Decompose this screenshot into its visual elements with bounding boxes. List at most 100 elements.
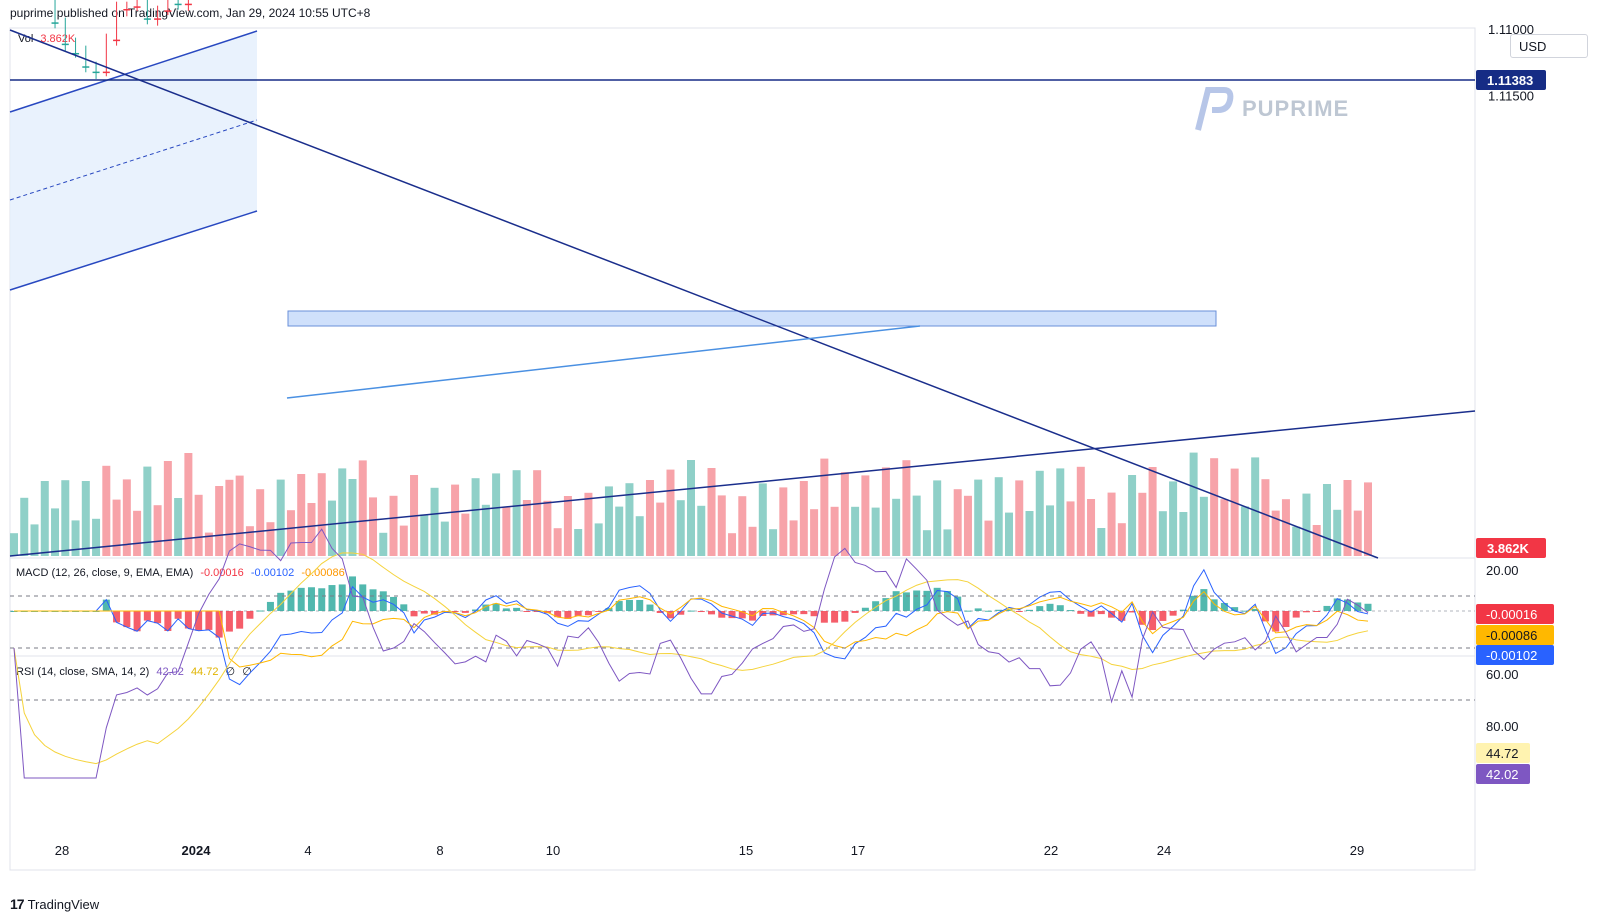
candle-body bbox=[174, 3, 182, 6]
volume-bar bbox=[379, 532, 388, 556]
volume-bar bbox=[543, 500, 552, 556]
time-tick: 24 bbox=[1157, 843, 1171, 858]
volume-bar bbox=[984, 520, 993, 556]
macd-hist-bar bbox=[666, 611, 674, 619]
candle-body bbox=[123, 8, 131, 11]
macd-hist-bar bbox=[625, 599, 633, 611]
rsi-legend-value-1: 42.02 bbox=[156, 666, 184, 678]
volume-bar bbox=[1035, 470, 1044, 556]
volume-bar bbox=[522, 500, 531, 556]
volume-bar bbox=[594, 523, 603, 556]
macd-hist-bar bbox=[923, 590, 931, 611]
volume-bar bbox=[1292, 526, 1301, 556]
volume-bar bbox=[1271, 510, 1280, 556]
volume-bar bbox=[912, 495, 921, 556]
macd-hist-bar bbox=[338, 584, 346, 611]
macd-hist-bar bbox=[841, 611, 849, 622]
macd-hist-bar bbox=[1056, 605, 1064, 611]
volume-bar bbox=[1364, 482, 1372, 556]
time-tick: 4 bbox=[304, 843, 311, 858]
macd-hist-bar bbox=[123, 611, 131, 628]
volume-bar bbox=[553, 528, 562, 556]
macd-hist-bar bbox=[943, 590, 951, 611]
macd-hist-bar bbox=[297, 587, 305, 611]
macd-hist-bar bbox=[379, 591, 387, 611]
macd-hist-bar bbox=[133, 611, 141, 632]
volume-bar bbox=[830, 506, 839, 556]
volume-bar bbox=[933, 480, 942, 556]
macd-hist-bar bbox=[1261, 611, 1269, 622]
rsi-value-label: 42.02 bbox=[1486, 767, 1519, 782]
volume-bar bbox=[286, 510, 295, 556]
volume-bar bbox=[687, 460, 695, 556]
volume-legend-label: Vol bbox=[18, 33, 34, 45]
rsi-legend-value-4: ∅ bbox=[242, 666, 252, 678]
macd-hist-bar bbox=[984, 610, 992, 612]
volume-bar bbox=[717, 495, 726, 556]
volume-bar bbox=[71, 520, 80, 556]
channel-upper-line bbox=[9, 30, 258, 113]
macd-hist-bar bbox=[677, 611, 685, 615]
candle-body bbox=[51, 22, 59, 24]
macd-hist-bar bbox=[482, 604, 490, 611]
volume-bar bbox=[1261, 479, 1270, 556]
macd-hist-bar bbox=[779, 611, 787, 616]
price-tick: 1.11500 bbox=[1488, 89, 1534, 104]
macd-legend: MACD (12, 26, close, 9, EMA, EMA) -0.000… bbox=[16, 567, 345, 579]
macd-hist-bar bbox=[800, 611, 808, 615]
macd-hist-bar bbox=[933, 587, 941, 611]
macd-value-label: -0.00016 bbox=[1486, 607, 1537, 622]
volume-bar bbox=[533, 470, 542, 556]
macd-hist-bar bbox=[277, 592, 285, 611]
volume-bar bbox=[194, 494, 203, 556]
volume-bar bbox=[943, 529, 952, 556]
rsi-ma-line bbox=[13, 552, 1369, 765]
price-label-level: 1.11383 bbox=[1487, 73, 1533, 88]
volume-bar bbox=[922, 530, 931, 556]
volume-bar bbox=[1322, 484, 1331, 556]
volume-bar bbox=[635, 516, 644, 556]
volume-bar bbox=[492, 473, 501, 556]
currency-selector[interactable]: USD bbox=[1510, 34, 1588, 58]
macd-hist-bar bbox=[708, 611, 716, 615]
volume-bar bbox=[163, 461, 172, 556]
volume-bar bbox=[1251, 457, 1260, 556]
candle-body bbox=[133, 6, 141, 8]
macd-hist-bar bbox=[718, 611, 726, 618]
rsi-line bbox=[13, 528, 1369, 779]
volume-bar bbox=[748, 526, 757, 556]
signal-value-label-bg bbox=[1476, 625, 1554, 645]
macd-hist-bar bbox=[195, 611, 203, 631]
volume-bar bbox=[1056, 468, 1065, 556]
macd-legend-value-3: -0.00086 bbox=[301, 567, 345, 579]
macd-hist-bar bbox=[1159, 611, 1167, 621]
macd-hist-bar bbox=[451, 611, 459, 612]
macd-hist-bar bbox=[513, 607, 521, 611]
volume-bar bbox=[584, 492, 593, 556]
volume-bar bbox=[1302, 493, 1311, 556]
volume-bar bbox=[840, 472, 849, 556]
candle-body bbox=[164, 10, 172, 12]
candle-body bbox=[72, 52, 80, 55]
time-tick: 8 bbox=[436, 843, 443, 858]
volume-bar bbox=[92, 518, 101, 556]
macd-hist-bar bbox=[1046, 603, 1054, 611]
time-tick: 15 bbox=[739, 843, 753, 858]
macd-legend-label: MACD (12, 26, close, 9, EMA, EMA) bbox=[16, 567, 194, 579]
macd-hist-bar bbox=[820, 611, 828, 623]
volume-bar bbox=[851, 506, 860, 556]
macd-hist-bar bbox=[1036, 606, 1044, 611]
volume-bar bbox=[1240, 506, 1249, 556]
volume-bar bbox=[256, 489, 265, 556]
macd-hist-bar bbox=[954, 596, 962, 611]
macd-hist-bar bbox=[266, 601, 274, 611]
macd-hist-bar bbox=[1097, 611, 1105, 615]
macd-hist-bar bbox=[1067, 610, 1075, 612]
macd-hist-bar bbox=[502, 608, 510, 611]
volume-bar bbox=[810, 509, 819, 556]
macd-hist-bar bbox=[349, 576, 356, 611]
candle-body bbox=[82, 66, 90, 68]
volume-bar bbox=[963, 495, 972, 556]
tradingview-brand: TradingView bbox=[27, 896, 100, 912]
